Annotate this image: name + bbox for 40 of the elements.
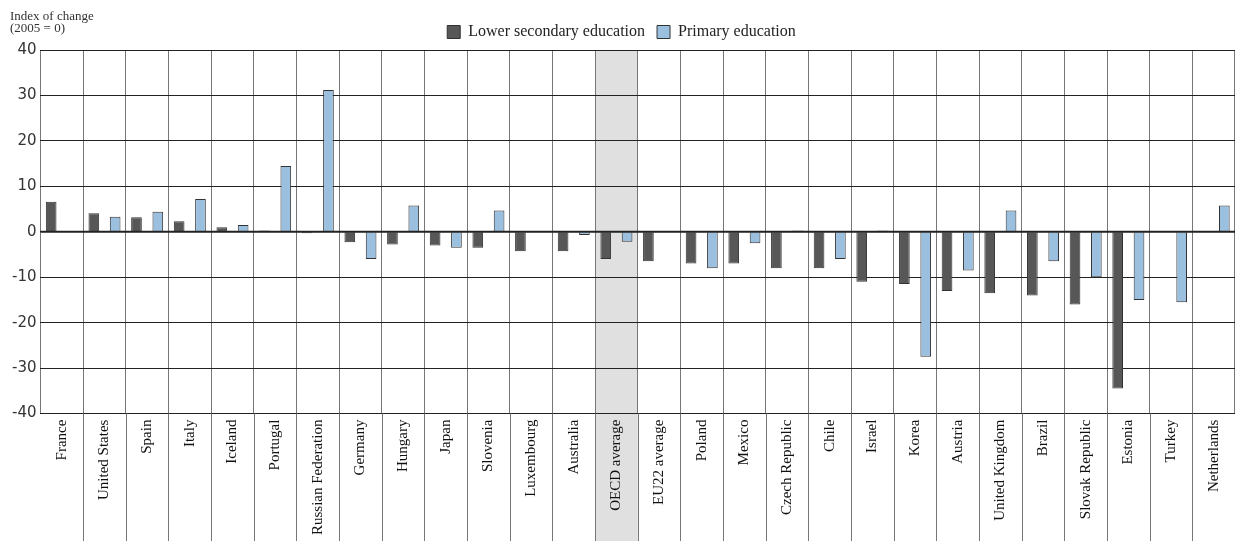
x-tick-label: Poland [692, 419, 709, 462]
x-tick-label: Chile [820, 419, 837, 453]
x-tick-label: Estonia [1119, 419, 1136, 465]
x-tick-label: Turkey [1161, 419, 1178, 463]
x-tick-label: OECD average [607, 419, 624, 511]
x-tick-label: Slovak Republic [1076, 419, 1093, 520]
x-tick-label: Iceland [223, 419, 240, 464]
x-tick-label: Hungary [394, 419, 411, 473]
x-tick-label: Austria [948, 419, 965, 464]
x-tick-label: Brazil [1033, 419, 1050, 457]
y-axis-title: Index of change (2005 = 0) [10, 7, 94, 35]
legend-label: Primary education [678, 22, 796, 41]
x-tick-label: EU22 average [650, 419, 667, 505]
y-tick-label: -40 [12, 403, 37, 422]
x-tick-label: Japan [436, 419, 453, 454]
x-tick-label: Italy [180, 419, 197, 448]
y-tick-label: -20 [12, 312, 37, 331]
legend-label: Lower secondary education [468, 22, 646, 41]
x-tick-label: Luxembourg [522, 419, 539, 497]
y-tick-label: 20 [17, 130, 37, 149]
x-tick-label: Mexico [735, 419, 752, 466]
y-tick-label: 40 [17, 39, 37, 58]
x-tick-label: United States [95, 419, 112, 501]
y-tick-label: 30 [17, 85, 37, 104]
x-tick-label: France [52, 419, 69, 461]
x-tick-label: Portugal [266, 419, 283, 471]
x-tick-label: Australia [564, 419, 581, 475]
y-tick-label: 10 [17, 176, 37, 195]
x-tick-label: Slovenia [479, 419, 496, 473]
x-tick-label: Germany [351, 419, 368, 476]
x-tick-label: Russian Federation [308, 419, 325, 536]
x-tick-label: Israel [863, 419, 880, 453]
y-tick-label: -10 [12, 267, 37, 286]
x-tick-label: Czech Republic [778, 419, 794, 515]
x-tick-label: Netherlands [1204, 419, 1221, 493]
x-tick-label: United Kingdom [991, 419, 1008, 521]
x-tick-label: Spain [138, 419, 155, 454]
y-tick-label: -30 [12, 358, 37, 377]
y-tick-label: 0 [26, 221, 37, 240]
x-tick-label: Korea [905, 419, 922, 457]
